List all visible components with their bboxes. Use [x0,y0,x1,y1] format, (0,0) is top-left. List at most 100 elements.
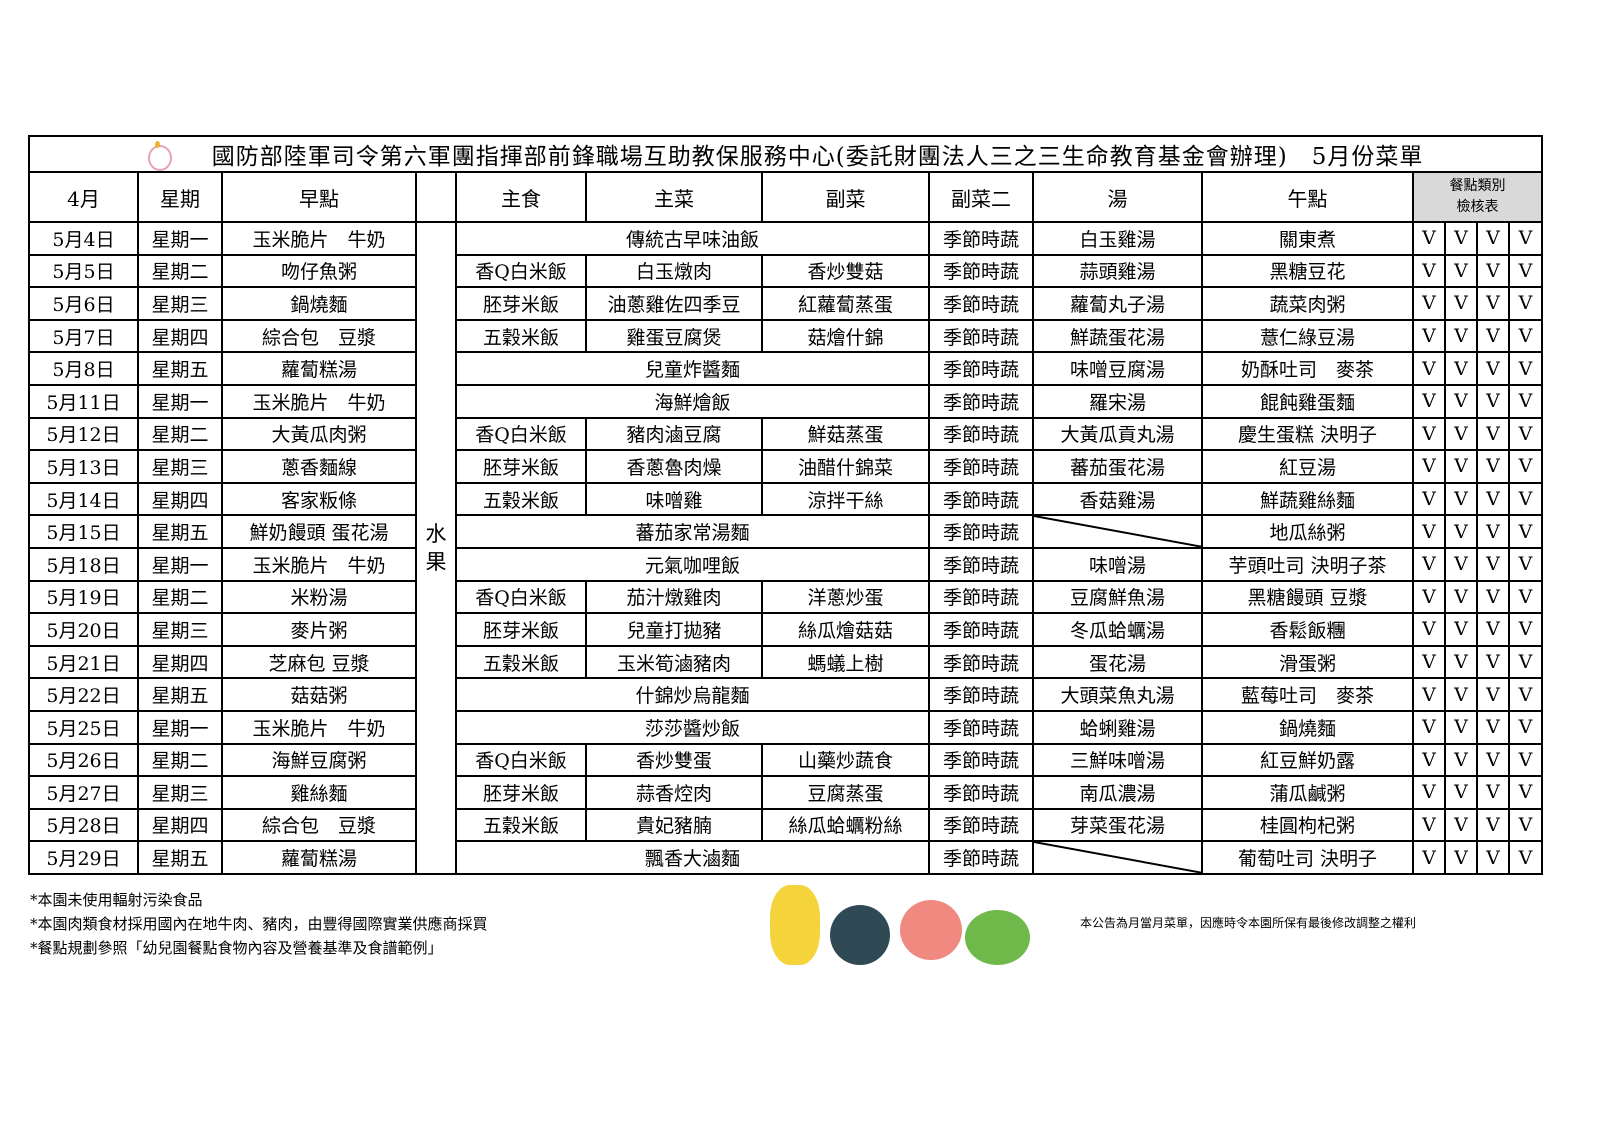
date-cell: 5月14日 [28,481,139,517]
checklist-mark: V [1412,612,1446,647]
checklist-mark: V [1476,579,1510,615]
date-cell: 5月15日 [28,514,139,549]
snack-cell: 黑糖豆花 [1201,253,1414,289]
header-side: 副菜 [761,171,930,223]
soup-cell: 蛤蜊雞湯 [1032,709,1203,745]
checklist-mark: V [1412,579,1446,615]
snack-cell: 芋頭吐司 決明子茶 [1201,546,1414,582]
menu-row: 5月25日 星期一 玉米脆片 牛奶 莎莎醬炒飯 季節時蔬 蛤蜊雞湯 鍋燒麵 V V V V [28,709,1544,745]
checklist-mark: V [1476,546,1510,582]
checklist-mark: V [1412,807,1446,843]
checklist-mark: V [1412,481,1446,517]
side-dish-2-cell: 季節時蔬 [928,481,1034,517]
menu-row: 5月18日 星期一 玉米脆片 牛奶 元氣咖哩飯 季節時蔬 味噌湯 芋頭吐司 決明子茶 V V V V [28,546,1544,582]
notes: *本園未使用輻射污染食品 *本園肉類食材採用國內在地牛肉、豬肉，由豐得國際實業供… [30,888,488,960]
school-logo-icon [147,141,172,170]
checklist-mark: V [1412,286,1446,321]
weekday-cell: 星期五 [137,840,223,875]
side-dish-cell: 香炒雙菇 [761,253,930,289]
checklist-mark: V [1444,416,1478,452]
checklist-mark: V [1476,644,1510,680]
date-cell: 5月21日 [28,644,139,680]
combined-meal-cell: 什錦炒烏龍麵 [455,677,930,712]
date-cell: 5月20日 [28,612,139,647]
main-dish-cell: 蒜香焢肉 [585,775,763,810]
checklist-mark: V [1476,775,1510,810]
date-cell: 5月8日 [28,351,139,386]
date-cell: 5月12日 [28,416,139,452]
checklist-mark: V [1507,286,1544,321]
checklist-mark: V [1507,514,1544,549]
checklist-mark: V [1476,514,1510,549]
date-cell: 5月6日 [28,286,139,321]
combined-meal-cell: 傳統古早味油飯 [455,221,930,256]
menu-row: 5月29日 星期五 蘿蔔糕湯 飄香大滷麵 季節時蔬 葡萄吐司 決明子 V V V V [28,840,1544,875]
checklist-mark: V [1412,351,1446,386]
soup-cell: 香菇雞湯 [1032,481,1203,517]
checklist-mark: V [1476,416,1510,452]
checklist-mark: V [1444,221,1478,256]
checklist-mark: V [1444,709,1478,745]
checklist-mark: V [1507,416,1544,452]
checklist-mark: V [1476,807,1510,843]
checklist-mark: V [1507,644,1544,680]
soup-cell: 大頭菜魚丸湯 [1032,677,1203,712]
staple-cell: 胚芽米飯 [455,612,587,647]
main-dish-cell: 玉米筍滷豬肉 [585,644,763,680]
main-dish-cell: 兒童打拋豬 [585,612,763,647]
staple-cell: 香Q白米飯 [455,579,587,615]
menu-row: 5月11日 星期一 玉米脆片 牛奶 海鮮燴飯 季節時蔬 羅宋湯 餛飩雞蛋麵 V V V V [28,383,1544,419]
side-dish-2-cell: 季節時蔬 [928,416,1034,452]
combined-meal-cell: 飄香大滷麵 [455,840,930,875]
weekday-cell: 星期一 [137,546,223,582]
breakfast-cell: 鍋燒麵 [221,286,417,321]
checklist-mark: V [1412,546,1446,582]
checklist-mark: V [1507,253,1544,289]
checklist-mark: V [1507,481,1544,517]
checklist-mark: V [1507,318,1544,354]
snack-cell: 滑蛋粥 [1201,644,1414,680]
checklist-mark: V [1476,742,1510,778]
soup-cell: 蒜頭雞湯 [1032,253,1203,289]
weekday-cell: 星期二 [137,253,223,289]
breakfast-cell: 吻仔魚粥 [221,253,417,289]
fruit-label-char: 水 [425,521,447,546]
combined-meal-cell: 兒童炸醬麵 [455,351,930,386]
side-dish-cell: 油醋什錦菜 [761,449,930,484]
weekday-cell: 星期二 [137,416,223,452]
breakfast-cell: 海鮮豆腐粥 [221,742,417,778]
breakfast-cell: 雞絲麵 [221,775,417,810]
side-dish-2-cell: 季節時蔬 [928,221,1034,256]
date-cell: 5月29日 [28,840,139,875]
side-dish-cell: 鮮菇蒸蛋 [761,416,930,452]
breakfast-cell: 米粉湯 [221,579,417,615]
fruit-cell: 水果 [415,221,457,875]
side-dish-2-cell: 季節時蔬 [928,807,1034,843]
main-dish-cell: 香蔥魯肉燥 [585,449,763,484]
checklist-mark: V [1444,742,1478,778]
side-dish-cell: 螞蟻上樹 [761,644,930,680]
checklist-mark: V [1507,579,1544,615]
weekday-cell: 星期四 [137,644,223,680]
side-dish-cell: 山藥炒蔬食 [761,742,930,778]
checklist-mark: V [1444,286,1478,321]
weekday-cell: 星期一 [137,221,223,256]
snack-cell: 桂圓枸杞粥 [1201,807,1414,843]
snack-cell: 藍莓吐司 麥茶 [1201,677,1414,712]
breakfast-cell: 玉米脆片 牛奶 [221,709,417,745]
date-cell: 5月26日 [28,742,139,778]
soup-cell: 蘿蔔丸子湯 [1032,286,1203,321]
breakfast-cell: 麥片粥 [221,612,417,647]
soup-cell-empty [1032,514,1203,549]
breakfast-cell: 芝麻包 豆漿 [221,644,417,680]
soup-cell: 三鮮味噌湯 [1032,742,1203,778]
menu-row: 5月27日 星期三 雞絲麵 胚芽米飯 蒜香焢肉 豆腐蒸蛋 季節時蔬 南瓜濃湯 蒲瓜鹹粥 V V V V [28,775,1544,810]
snack-cell: 地瓜絲粥 [1201,514,1414,549]
weekday-cell: 星期三 [137,775,223,810]
soup-cell: 南瓜濃湯 [1032,775,1203,810]
checklist-mark: V [1412,514,1446,549]
date-cell: 5月27日 [28,775,139,810]
checklist-mark: V [1476,449,1510,484]
soup-cell: 豆腐鮮魚湯 [1032,579,1203,615]
date-cell: 5月18日 [28,546,139,582]
